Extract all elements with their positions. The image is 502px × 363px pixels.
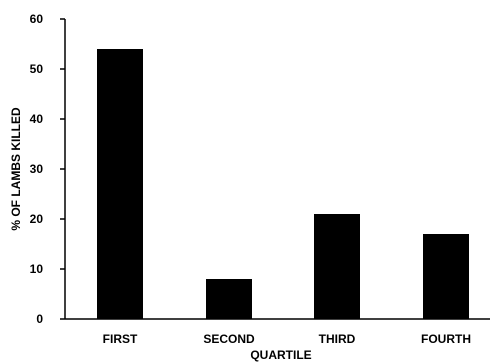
y-tick-label-60: 60 — [30, 12, 44, 26]
y-tick-label-10: 10 — [30, 262, 44, 276]
category-label-first: FIRST — [103, 332, 138, 346]
category-label-second: SECOND — [203, 332, 255, 346]
bars — [97, 49, 469, 319]
y-tick-label-0: 0 — [36, 312, 43, 326]
y-tick-label-30: 30 — [30, 162, 44, 176]
x-axis-title: QUARTILE — [250, 348, 311, 362]
category-label-third: THIRD — [319, 332, 356, 346]
bar-first — [97, 49, 143, 319]
y-axis-title: % OF LAMBS KILLED — [9, 107, 23, 231]
y-tick-label-50: 50 — [30, 62, 44, 76]
y-tick-label-20: 20 — [30, 212, 44, 226]
y-axis-ticks: 0 10 20 30 40 50 60 — [30, 12, 65, 326]
x-axis-category-labels: FIRST SECOND THIRD FOURTH — [103, 332, 471, 346]
category-label-fourth: FOURTH — [421, 332, 471, 346]
bar-fourth — [423, 234, 469, 319]
bar-second — [206, 279, 252, 319]
bar-third — [314, 214, 360, 319]
y-tick-label-40: 40 — [30, 112, 44, 126]
